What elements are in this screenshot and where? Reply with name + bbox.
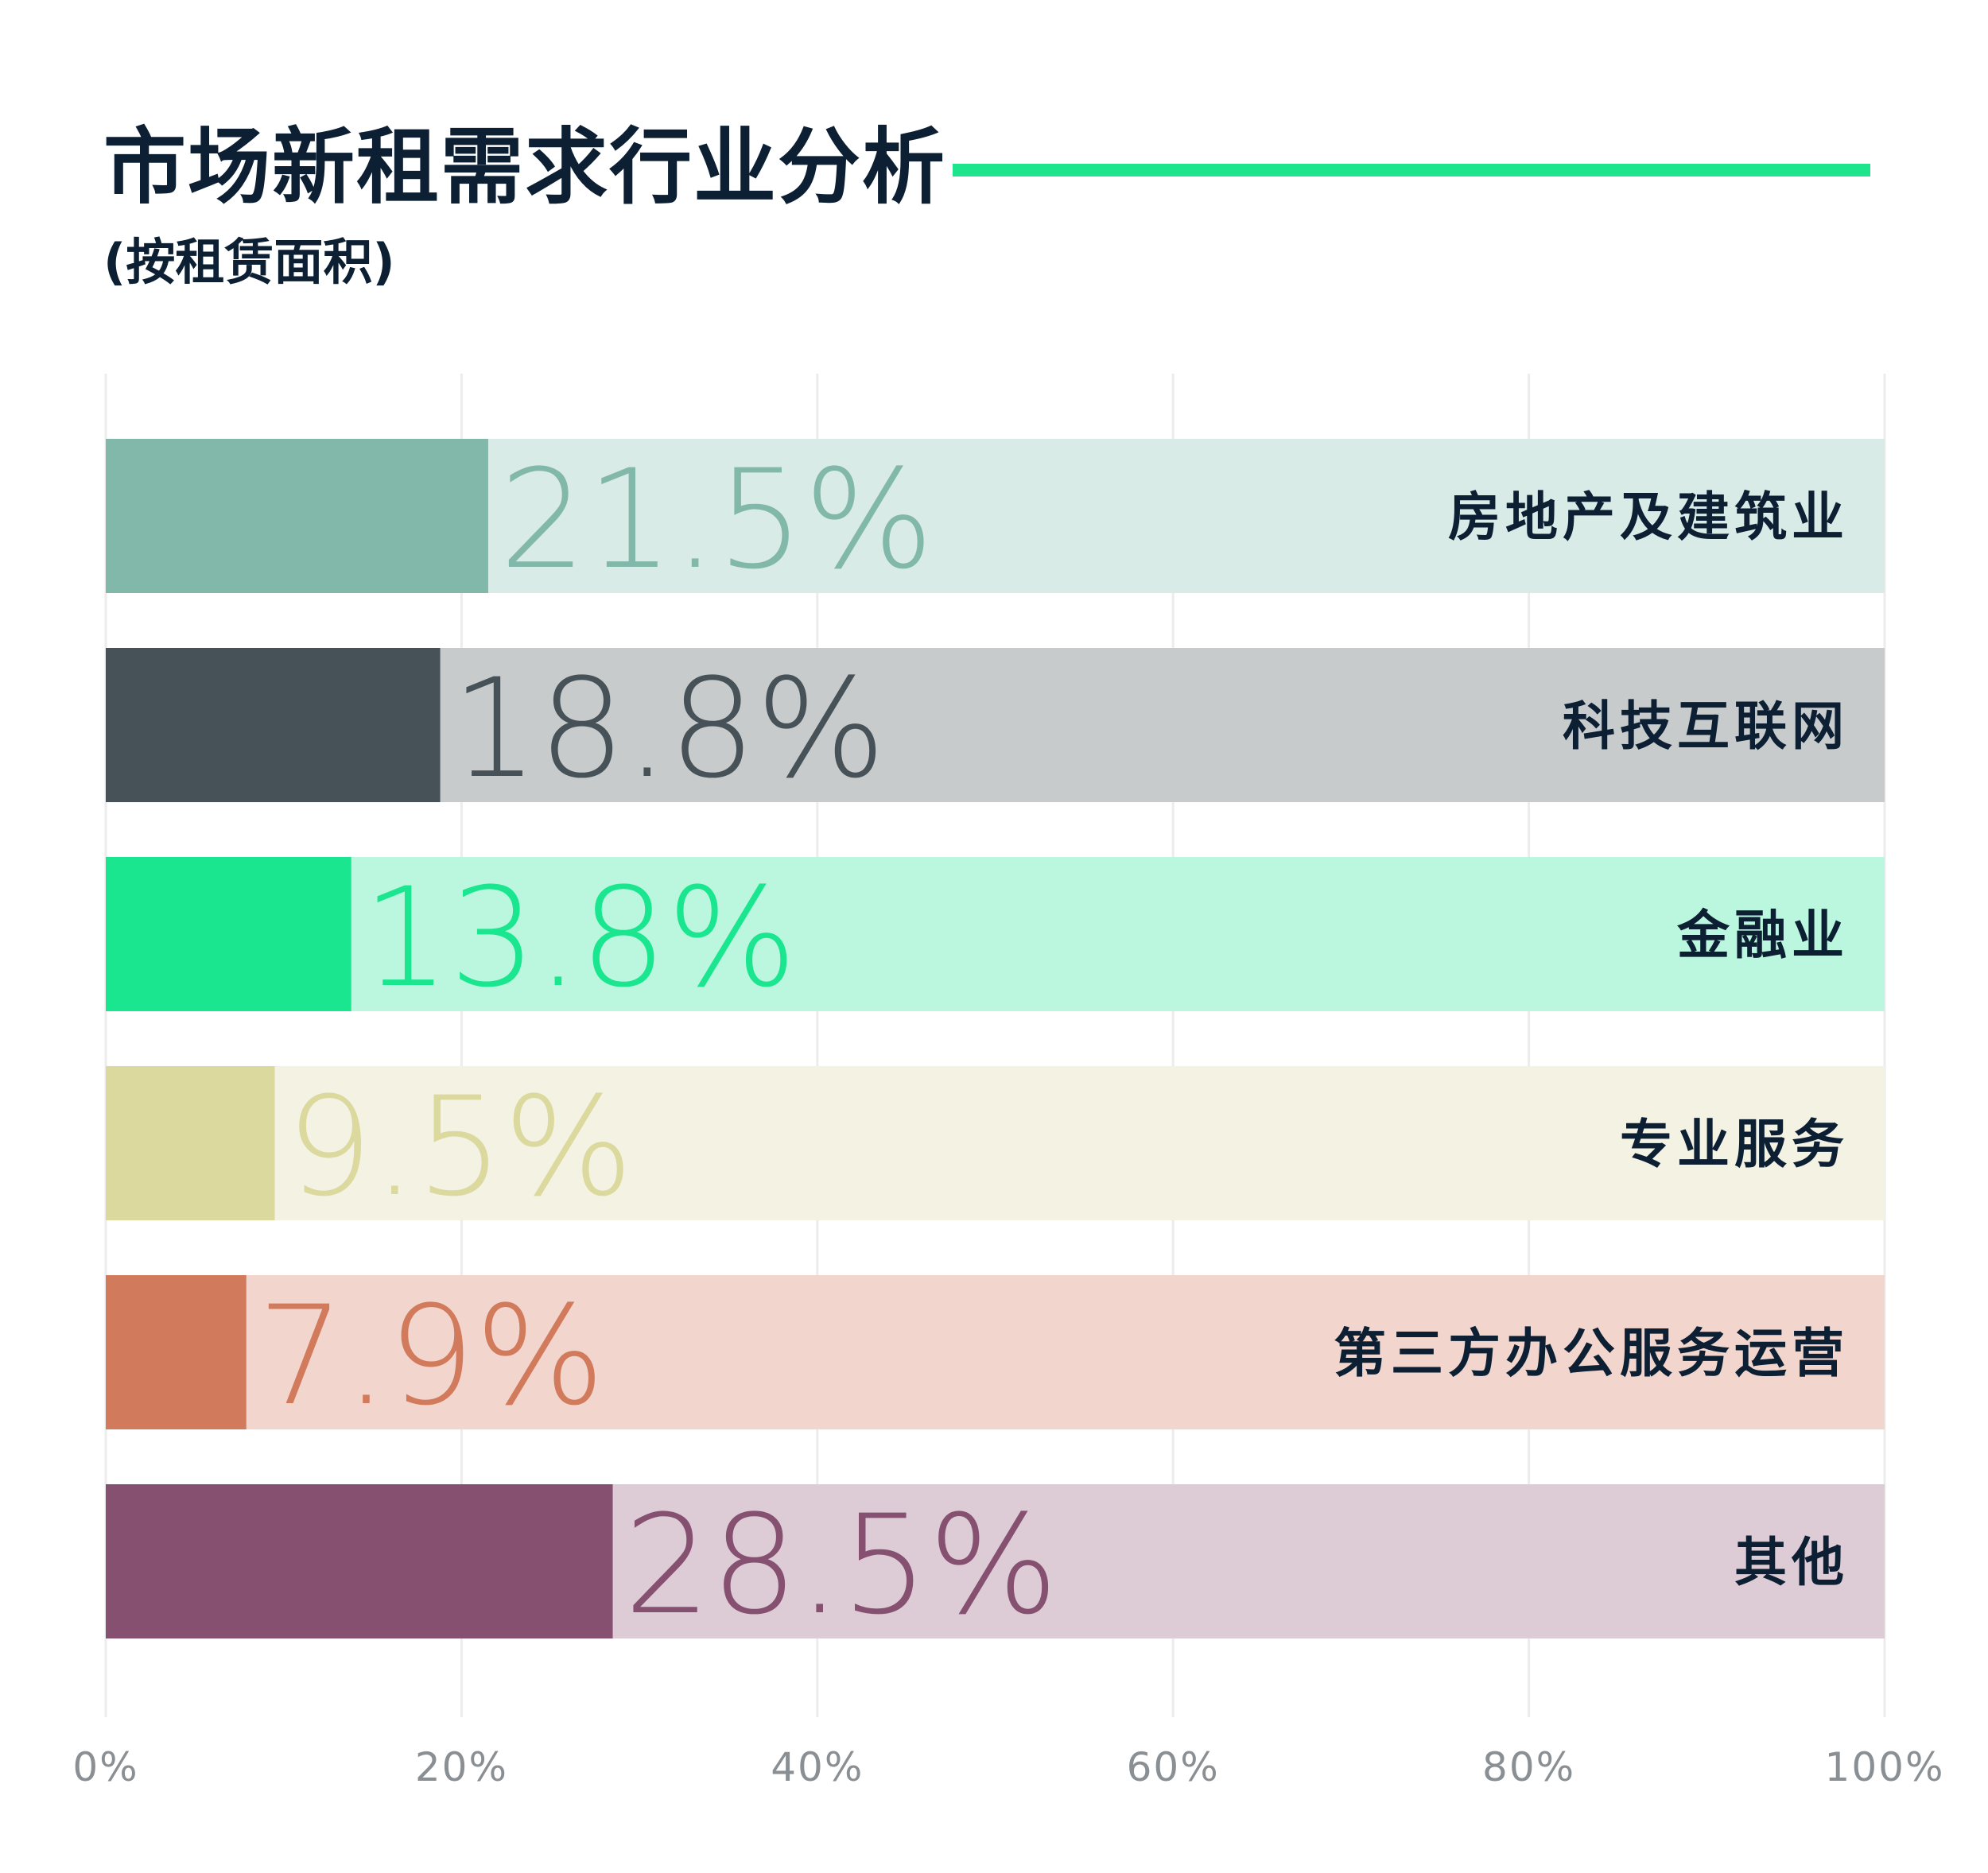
bar <box>106 1066 275 1220</box>
chart-subtitle: (按租赁面积) <box>103 233 395 291</box>
value-label: 13.8% <box>363 858 797 1018</box>
x-tick-label: 20% <box>415 1744 508 1790</box>
bar <box>106 1484 613 1638</box>
category-label: 专业服务 <box>1620 1114 1849 1175</box>
x-tick-label: 60% <box>1127 1744 1220 1790</box>
category-label: 第三方办公服务运营 <box>1334 1323 1849 1384</box>
bar <box>106 439 488 593</box>
value-label: 7.9% <box>258 1276 605 1436</box>
x-tick-label: 100% <box>1825 1744 1945 1790</box>
x-tick-label: 40% <box>771 1744 864 1790</box>
bar <box>106 1275 247 1429</box>
value-label: 18.8% <box>452 649 886 809</box>
value-label: 28.5% <box>624 1485 1058 1645</box>
bar-track <box>106 1275 1885 1429</box>
value-label: 21.5% <box>499 440 934 599</box>
bar-track <box>106 1066 1885 1220</box>
category-label: 房地产及建筑业 <box>1448 487 1849 548</box>
bar-track <box>106 857 1885 1011</box>
bar <box>106 857 351 1011</box>
chart-title: 市场新租需求行业分析 <box>103 118 947 215</box>
category-label: 其他 <box>1734 1532 1849 1593</box>
x-tick-label: 0% <box>72 1744 138 1790</box>
x-tick-label: 80% <box>1482 1744 1575 1790</box>
category-label: 金融业 <box>1676 905 1849 966</box>
title-accent-line <box>953 164 1870 176</box>
bar <box>106 648 441 802</box>
category-label: 科技互联网 <box>1563 696 1849 757</box>
value-label: 9.5% <box>286 1067 634 1227</box>
